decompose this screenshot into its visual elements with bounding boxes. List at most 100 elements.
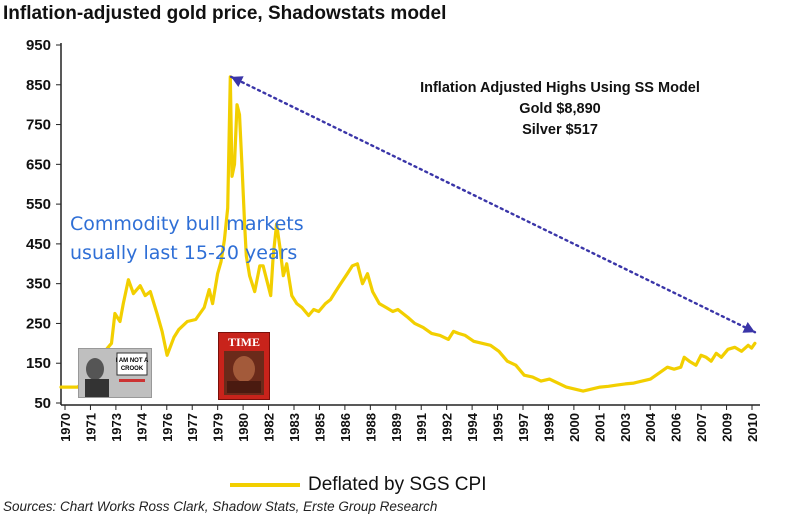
data-point (165, 354, 169, 357)
data-point (497, 350, 501, 353)
x-tick-label: 1986 (338, 413, 353, 442)
data-point (715, 352, 718, 355)
x-tick-label: 1998 (541, 413, 556, 442)
data-point (177, 328, 181, 331)
data-point (753, 342, 757, 345)
data-point (514, 364, 517, 367)
data-point (361, 282, 364, 285)
data-point (607, 385, 610, 388)
x-tick-label: 1994 (465, 412, 480, 442)
svg-text:CROOK: CROOK (121, 366, 144, 372)
data-point (406, 316, 410, 319)
trend-dotted-line (229, 75, 757, 334)
x-tick-label: 2000 (567, 413, 582, 442)
data-point (747, 344, 750, 347)
y-tick-label: 550 (26, 196, 51, 213)
data-point (261, 264, 265, 267)
data-point (122, 302, 125, 305)
data-point (211, 302, 214, 305)
y-tick-label: 250 (26, 315, 51, 332)
bull-line-1: Commodity bull markets (70, 213, 304, 235)
legend: Deflated by SGS CPI (230, 474, 486, 496)
data-point (194, 318, 197, 321)
y-tick-label: 650 (26, 156, 51, 173)
y-tick-label: 850 (26, 77, 51, 94)
bull-market-annotation: Commodity bull markets usually last 15-2… (70, 210, 304, 268)
bull-line-2: usually last 15-20 years (70, 242, 298, 264)
data-point (679, 366, 683, 369)
data-point (649, 377, 652, 381)
x-tick-label: 1971 (83, 413, 98, 442)
data-point (219, 260, 223, 263)
data-point (132, 292, 135, 295)
y-tick-label: 350 (26, 276, 51, 293)
data-point (457, 332, 460, 335)
y-tick-label: 950 (26, 37, 51, 54)
x-tick-label: 1983 (287, 413, 302, 442)
data-point (733, 346, 736, 349)
data-point (522, 373, 526, 377)
x-tick-label: 2004 (643, 412, 658, 442)
x-tick-label: 1982 (262, 413, 277, 442)
y-tick-label: 50 (34, 395, 51, 412)
data-point (720, 356, 723, 359)
x-tick-label: 2006 (669, 413, 684, 442)
y-tick-label: 750 (26, 117, 51, 134)
data-point (694, 364, 698, 367)
data-point (726, 348, 730, 351)
x-tick-label: 2007 (694, 413, 709, 442)
data-point (160, 330, 164, 333)
data-point (113, 312, 117, 315)
x-tick-label: 1992 (440, 413, 455, 442)
data-point (539, 379, 543, 383)
data-point (447, 338, 450, 341)
x-tick-label: 1970 (58, 413, 73, 442)
data-point (472, 340, 475, 343)
data-point (238, 113, 241, 116)
data-point (351, 264, 354, 267)
svg-text:TIME: TIME (228, 335, 260, 349)
data-point (266, 284, 270, 287)
time-magazine-cover: TIME (218, 332, 270, 400)
data-point (401, 312, 405, 315)
data-point (258, 264, 261, 267)
inflation-highs-annotation: Inflation Adjusted Highs Using SS Model … (370, 78, 750, 141)
data-point (118, 320, 122, 323)
x-tick-label: 1974 (134, 412, 149, 442)
chart-plot: 950 850 750 650 550 450 350 250 150 50 1970 1971 197… (26, 37, 760, 442)
data-point (709, 360, 713, 363)
data-point (666, 366, 669, 369)
arrowhead-start (231, 76, 244, 88)
y-tick-label: 150 (26, 355, 51, 372)
data-point (59, 385, 63, 389)
data-point (624, 382, 627, 386)
data-point (657, 371, 661, 375)
x-tick-label: 1973 (109, 413, 124, 442)
data-point (598, 385, 602, 389)
x-tick-label: 1989 (389, 413, 404, 442)
data-point (233, 163, 236, 166)
data-point (430, 332, 433, 335)
data-point (531, 375, 534, 379)
data-point (312, 308, 315, 311)
chart-title: Inflation-adjusted gold price, Shadowsta… (3, 3, 447, 24)
data-point (489, 344, 492, 347)
data-point (253, 290, 256, 293)
data-point (282, 274, 285, 277)
x-tick-label: 2009 (720, 413, 735, 442)
y-tick-label: 450 (26, 236, 51, 253)
data-point (452, 330, 455, 333)
annotation-line-3: Silver $517 (522, 122, 598, 138)
x-tick-label: 2010 (745, 413, 760, 442)
data-point (640, 379, 644, 383)
x-tick-label: 1985 (312, 413, 327, 442)
x-tick-label: 1988 (363, 413, 378, 442)
x-tick-label: 1976 (160, 413, 175, 442)
data-point (565, 385, 568, 389)
data-point (138, 284, 142, 287)
data-point (269, 294, 272, 297)
data-point (317, 310, 320, 313)
data-point (740, 350, 743, 353)
data-point (704, 356, 708, 359)
data-point (573, 387, 576, 391)
